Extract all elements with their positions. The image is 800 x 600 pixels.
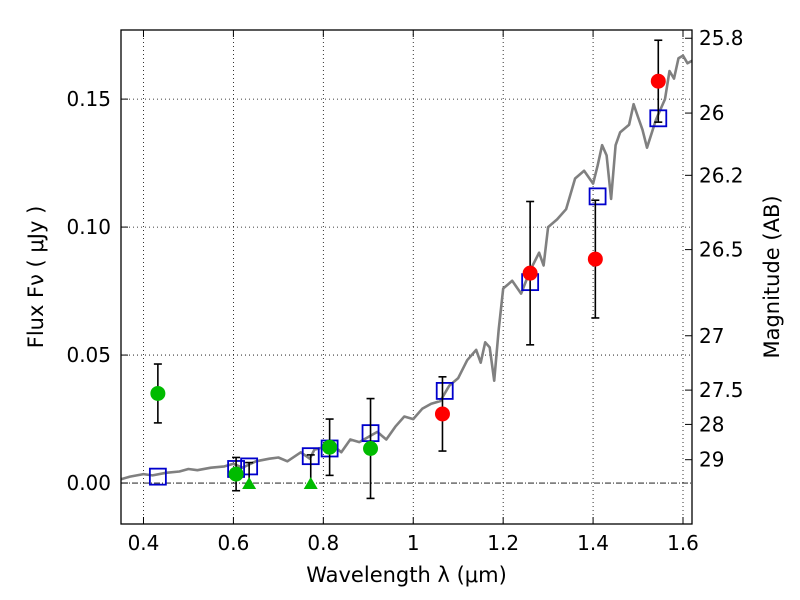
red-data-point bbox=[434, 406, 450, 422]
y-tick-label: 0.15 bbox=[66, 87, 111, 111]
x-tick-label: 0.6 bbox=[217, 531, 249, 555]
plot-content bbox=[121, 39, 692, 500]
x-tick-label: 1.6 bbox=[667, 531, 699, 555]
y-tick-label: 0.05 bbox=[66, 343, 111, 367]
y2-tick-label: 28 bbox=[699, 412, 724, 436]
y2-axis-label: Magnitude (AB) bbox=[760, 195, 784, 358]
green-data-point bbox=[322, 439, 338, 455]
red-data-point bbox=[650, 73, 666, 89]
red-data-point bbox=[522, 265, 538, 281]
axes: 0.4 0.6 0.8 1 1.2 1.4 1.6 0.00 0.05 0.10 0.15 25.8 2… bbox=[66, 26, 743, 555]
grid bbox=[121, 30, 692, 524]
y2-tick-label: 27.5 bbox=[699, 378, 744, 402]
model-square-marker bbox=[435, 382, 454, 400]
y2-tick-label: 26.5 bbox=[699, 238, 744, 262]
upper-limit-triangle bbox=[303, 477, 318, 490]
plot-frame bbox=[120, 29, 693, 525]
model-square-marker bbox=[148, 467, 167, 486]
plot-area bbox=[121, 39, 692, 500]
green-data-point bbox=[363, 440, 379, 456]
model-square-marker bbox=[588, 187, 607, 206]
y2-tick-label: 26.2 bbox=[699, 163, 744, 187]
upper-limit-triangle bbox=[242, 477, 257, 490]
y2-tick-label: 29 bbox=[699, 448, 724, 472]
x-tick-label: 1.2 bbox=[487, 531, 519, 555]
y-axis-label: Flux Fν ( μJy ) bbox=[24, 206, 48, 349]
model-spectrum-line bbox=[121, 54, 692, 481]
y2-tick-label: 25.8 bbox=[699, 26, 744, 50]
x-tick-label: 0.8 bbox=[307, 531, 339, 555]
red-data-point bbox=[587, 251, 603, 267]
y2-tick-label: 26 bbox=[699, 101, 724, 125]
y2-tick-label: 27 bbox=[699, 324, 724, 348]
x-tick-label: 1.4 bbox=[577, 531, 609, 555]
x-tick-label: 1 bbox=[407, 531, 420, 555]
y-tick-label: 0.00 bbox=[66, 471, 111, 495]
x-axis-label: Wavelength λ (μm) bbox=[306, 563, 507, 587]
green-data-point bbox=[228, 466, 244, 482]
green-data-point bbox=[150, 385, 166, 401]
y-tick-label: 0.10 bbox=[66, 215, 111, 239]
x-tick-label: 0.4 bbox=[128, 531, 160, 555]
